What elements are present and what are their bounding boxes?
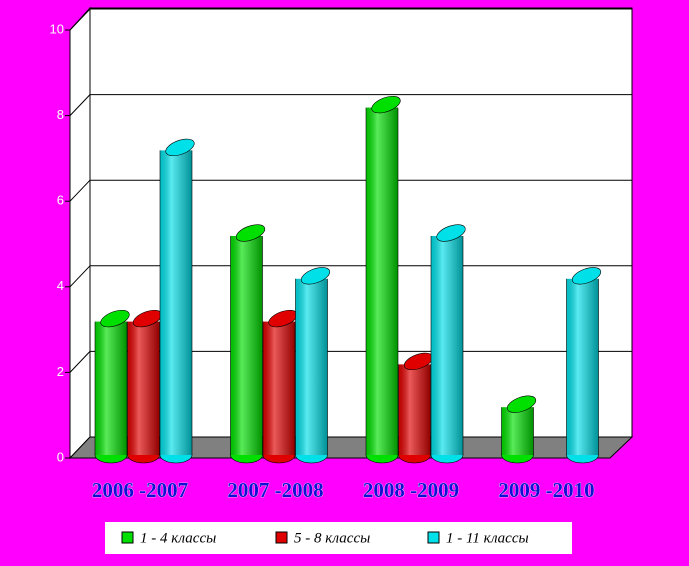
bar-top <box>165 138 195 157</box>
bar-top <box>436 224 466 242</box>
y-tick-label: 10 <box>50 21 64 36</box>
x-tick-label: 2007 -2008 <box>227 478 323 502</box>
x-tick-label: 2009 -2010 <box>498 478 594 502</box>
bar-shade <box>263 321 295 455</box>
legend: 1 - 4 классы 5 - 8 классы 1 - 11 классы <box>121 530 529 546</box>
side-wall <box>69 6 91 460</box>
y-tick-label: 4 <box>57 278 64 293</box>
bar-top <box>100 309 130 328</box>
y-tick-label: 0 <box>57 449 64 464</box>
bar-shade <box>566 278 599 455</box>
legend-swatch <box>275 531 288 544</box>
grid-line <box>69 351 91 373</box>
y-tick-label: 8 <box>57 107 64 122</box>
bar-top <box>571 267 602 285</box>
bars <box>94 95 602 464</box>
bar-top <box>506 395 537 413</box>
y-tick-label: 2 <box>57 364 64 379</box>
y-tick-label: 6 <box>57 193 64 208</box>
floor <box>68 436 634 459</box>
legend-swatch <box>427 531 440 544</box>
bar-shade <box>160 150 192 455</box>
bar-shade <box>501 407 534 455</box>
grid-line <box>69 94 91 116</box>
bar-shade <box>398 364 431 455</box>
legend-label: 1 - 4 классы <box>140 530 216 546</box>
legend-label: 1 - 11 классы <box>446 530 529 546</box>
bar-top <box>371 95 401 114</box>
bar-top <box>235 224 266 242</box>
bar-shade <box>230 236 263 455</box>
bar-shade <box>95 321 127 455</box>
legend-box <box>105 522 572 554</box>
grid-line <box>69 8 91 31</box>
bar-shade <box>127 321 160 455</box>
bar-shade <box>295 278 328 455</box>
grid-line <box>69 265 91 288</box>
bar-shade <box>431 236 463 455</box>
legend-label: 5 - 8 классы <box>294 530 370 546</box>
x-tick-label: 2006 -2007 <box>92 478 188 502</box>
bar-shade <box>366 107 398 455</box>
x-tick-label: 2008 -2009 <box>363 478 459 502</box>
bar-top <box>300 267 331 285</box>
legend-swatch <box>121 531 134 544</box>
grid-line <box>69 179 91 202</box>
